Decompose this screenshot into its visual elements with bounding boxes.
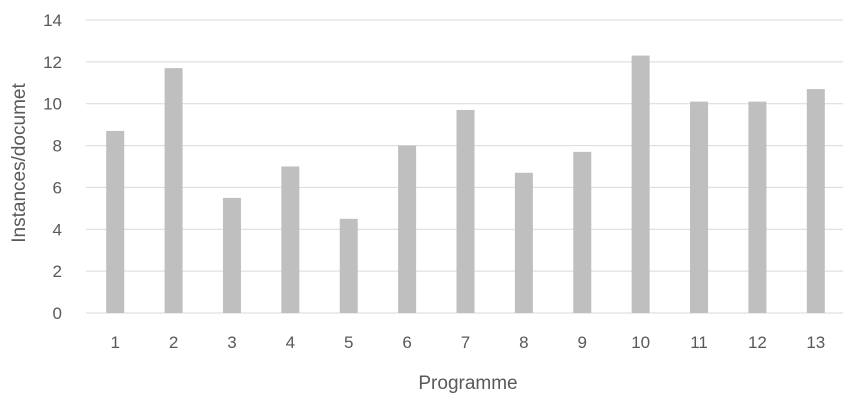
- x-tick-label: 9: [578, 333, 587, 352]
- bar-5: [339, 218, 358, 313]
- x-tick-label: 10: [631, 333, 650, 352]
- x-axis-ticks: 1 2 3 4 5 6 7 8 9 10 11 12 13: [110, 333, 825, 352]
- bar-13: [806, 89, 825, 313]
- y-tick-label: 8: [53, 137, 62, 156]
- bar-9: [573, 151, 592, 313]
- bar-2: [164, 68, 183, 313]
- x-tick-label: 2: [169, 333, 178, 352]
- y-tick-label: 2: [53, 262, 62, 281]
- x-tick-label: 6: [402, 333, 411, 352]
- bar-4: [281, 166, 300, 313]
- bar-12: [748, 101, 767, 313]
- bar-11: [690, 101, 709, 313]
- x-tick-label: 7: [461, 333, 470, 352]
- y-axis-title: Instances/documet: [9, 83, 30, 243]
- bar-6: [398, 145, 417, 313]
- bar-8: [514, 172, 533, 313]
- bars: [106, 55, 825, 313]
- x-tick-label: 8: [519, 333, 528, 352]
- y-axis-ticks: 0 2 4 6 8 10 12 14: [43, 11, 62, 323]
- y-tick-label: 14: [43, 11, 62, 30]
- x-tick-label: 4: [286, 333, 295, 352]
- bar-1: [106, 130, 125, 313]
- x-tick-label: 12: [748, 333, 767, 352]
- x-tick-label: 11: [690, 333, 708, 352]
- y-tick-label: 10: [43, 95, 62, 114]
- bar-7: [456, 109, 475, 313]
- x-tick-label: 13: [806, 333, 825, 352]
- bar-10: [631, 55, 650, 313]
- x-tick-label: 1: [110, 333, 119, 352]
- x-tick-label: 5: [344, 333, 353, 352]
- y-tick-label: 0: [53, 304, 62, 323]
- x-tick-label: 3: [227, 333, 236, 352]
- bar-3: [222, 197, 241, 313]
- y-tick-label: 6: [53, 178, 62, 197]
- x-axis-title: Programme: [418, 373, 517, 393]
- y-tick-label: 4: [53, 220, 62, 239]
- y-tick-label: 12: [43, 53, 62, 72]
